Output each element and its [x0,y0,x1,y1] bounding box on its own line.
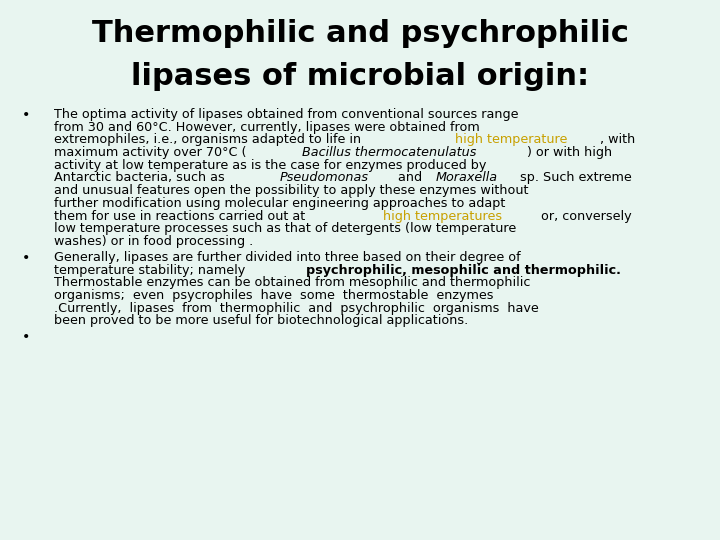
Text: •: • [22,108,30,122]
Text: Moraxella: Moraxella [436,172,498,185]
Text: Generally, lipases are further divided into three based on their degree of: Generally, lipases are further divided i… [54,251,521,264]
Text: washes) or in food processing .: washes) or in food processing . [54,235,253,248]
Text: •: • [22,251,30,265]
Text: organisms;  even  psycrophiles  have  some  thermostable  enzymes: organisms; even psycrophiles have some t… [54,289,493,302]
Text: .Currently,  lipases  from  thermophilic  and  psychrophilic  organisms  have: .Currently, lipases from thermophilic an… [54,302,539,315]
Text: extremophiles, i.e., organisms adapted to life in: extremophiles, i.e., organisms adapted t… [54,133,365,146]
Text: , with: , with [600,133,636,146]
Text: Thermophilic and psychrophilic: Thermophilic and psychrophilic [91,19,629,48]
Text: high temperature: high temperature [456,133,568,146]
Text: low temperature processes such as that of detergents (low temperature: low temperature processes such as that o… [54,222,516,235]
Text: temperature stability; namely: temperature stability; namely [54,264,249,276]
Text: and unusual features open the possibility to apply these enzymes without: and unusual features open the possibilit… [54,184,528,197]
Text: psychrophilic, mesophilic and thermophilic.: psychrophilic, mesophilic and thermophil… [306,264,621,276]
Text: ) or with high: ) or with high [527,146,613,159]
Text: been proved to be more useful for biotechnological applications.: been proved to be more useful for biotec… [54,314,468,327]
Text: lipases of microbial origin:: lipases of microbial origin: [131,62,589,91]
Text: maximum activity over 70°C (: maximum activity over 70°C ( [54,146,246,159]
Text: Thermostable enzymes can be obtained from mesophilic and thermophilic: Thermostable enzymes can be obtained fro… [54,276,531,289]
Text: Pseudomonas: Pseudomonas [279,172,369,185]
Text: •: • [22,330,30,344]
Text: high temperatures: high temperatures [383,210,503,222]
Text: sp. Such extreme: sp. Such extreme [516,172,631,185]
Text: or, conversely: or, conversely [537,210,631,222]
Text: Bacillus thermocatenulatus: Bacillus thermocatenulatus [302,146,477,159]
Text: The optima activity of lipases obtained from conventional sources range: The optima activity of lipases obtained … [54,108,518,121]
Text: further modification using molecular engineering approaches to adapt: further modification using molecular eng… [54,197,505,210]
Text: Antarctic bacteria, such as: Antarctic bacteria, such as [54,172,229,185]
Text: and: and [395,172,426,185]
Text: activity at low temperature as is the case for enzymes produced by: activity at low temperature as is the ca… [54,159,487,172]
Text: from 30 and 60°C. However, currently, lipases were obtained from: from 30 and 60°C. However, currently, li… [54,121,480,134]
Text: them for use in reactions carried out at: them for use in reactions carried out at [54,210,310,222]
